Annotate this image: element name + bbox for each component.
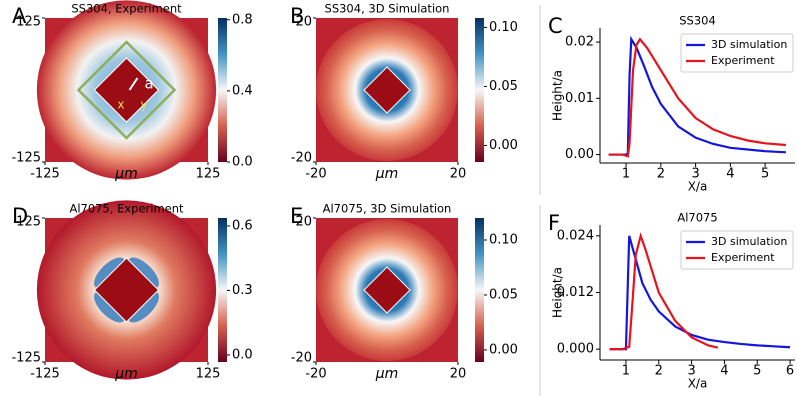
- y-tick-label: 0.02: [565, 35, 594, 50]
- colorbar: [475, 218, 484, 362]
- x-tick-label: 3: [687, 364, 695, 379]
- x-tick-label: -125: [30, 367, 60, 382]
- x-tick-label: 20: [450, 367, 467, 382]
- heatmap-title: Al7075, Experiment: [69, 202, 184, 216]
- y-tick-label: -125: [11, 351, 41, 366]
- panel-label: B: [290, 4, 304, 28]
- panel-label: F: [548, 211, 560, 235]
- x-axis-label: X/a: [688, 180, 708, 194]
- colorbar-tick-label: 0.6: [232, 218, 253, 233]
- measure-outline: [76, 40, 177, 140]
- x-tick-label: 4: [726, 167, 734, 182]
- colorbar-tick-label: 0.05: [489, 79, 518, 94]
- y-tick-label: 20: [295, 215, 312, 230]
- heatmap-title: Al7075, 3D Simulation: [323, 202, 452, 216]
- y-tick-label: 0.01: [565, 91, 594, 106]
- legend-label: Experiment: [711, 54, 775, 67]
- x-tick-label: 1: [622, 167, 630, 182]
- annotation: a: [145, 75, 154, 93]
- colorbar-tick-label: 0.0: [232, 155, 253, 170]
- colorbar-tick-label: 0.10: [489, 232, 518, 247]
- y-tick-label: 0.00: [565, 147, 594, 162]
- line-series: [609, 235, 791, 351]
- y-axis-label: Height/a: [551, 70, 565, 121]
- x-axis-label: μm: [114, 166, 138, 182]
- colorbar: [475, 18, 484, 162]
- x-tick-label: 2: [657, 167, 665, 182]
- y-tick-label: 125: [16, 15, 41, 30]
- heatmap-title: SS304, Experiment: [71, 2, 182, 16]
- x-tick-label: 3: [691, 167, 699, 182]
- y-tick-label: 125: [16, 215, 41, 230]
- arrow: [128, 77, 139, 91]
- colorbar-tick-label: 0.10: [489, 20, 518, 35]
- heatmap-title: SS304, 3D Simulation: [325, 2, 450, 16]
- indent: [363, 66, 411, 114]
- annotation: y: [141, 98, 148, 112]
- x-axis-label: μm: [114, 366, 138, 382]
- legend-box: [680, 33, 794, 73]
- heatmap-lobe: [94, 257, 126, 289]
- annotation: x: [117, 98, 124, 112]
- x-tick-label: 20: [450, 167, 467, 182]
- y-tick-label: 0.012: [557, 285, 594, 300]
- x-tick-label: 125: [196, 367, 221, 382]
- x-tick-label: 5: [753, 364, 761, 379]
- legend-label: Experiment: [711, 251, 775, 264]
- y-tick-label: -20: [291, 151, 312, 166]
- legend-label: 3D simulation: [711, 38, 787, 51]
- y-axis-label: Height/a: [551, 267, 565, 318]
- x-tick-label: -125: [30, 167, 60, 182]
- y-tick-label: 0.000: [557, 342, 594, 357]
- colorbar-tick-label: 0.00: [489, 342, 518, 357]
- x-axis-label: X/a: [688, 377, 708, 391]
- panel-label: D: [12, 204, 28, 228]
- legend-box: [680, 230, 794, 270]
- chart-title: Al7075: [677, 211, 717, 225]
- x-tick-label: -20: [305, 367, 326, 382]
- x-tick-label: 5: [761, 167, 769, 182]
- heatmap-lobe: [127, 257, 159, 289]
- line-series: [608, 37, 787, 158]
- legend-label: 3D simulation: [711, 235, 787, 248]
- indent: [363, 266, 411, 314]
- colorbar-tick-label: 0.8: [232, 12, 253, 27]
- y-tick-label: -20: [291, 351, 312, 366]
- line-series: [609, 232, 719, 351]
- colorbar: [218, 18, 227, 162]
- colorbar-tick-label: 0.4: [232, 83, 253, 98]
- panel-label: A: [12, 4, 27, 28]
- chart-title: SS304: [679, 14, 716, 28]
- indent: [93, 257, 160, 323]
- x-tick-label: 6: [786, 364, 794, 379]
- y-tick-label: 20: [295, 15, 312, 30]
- heatmap-lobe: [94, 291, 126, 323]
- panel-label: E: [290, 204, 303, 228]
- colorbar-tick-label: 0.00: [489, 138, 518, 153]
- x-axis-label: μm: [375, 366, 399, 382]
- y-tick-label: 0.024: [557, 228, 594, 243]
- x-tick-label: 2: [655, 364, 663, 379]
- x-tick-label: -20: [305, 167, 326, 182]
- x-tick-label: 1: [622, 364, 630, 379]
- y-tick-label: -125: [11, 151, 41, 166]
- colorbar-tick-label: 0.3: [232, 283, 253, 298]
- colorbar: [218, 218, 227, 362]
- indent: [93, 57, 160, 123]
- panel-label: C: [548, 14, 563, 38]
- heatmap-lobe: [127, 291, 159, 323]
- colorbar-tick-label: 0.05: [489, 287, 518, 302]
- x-axis-label: μm: [375, 166, 399, 182]
- x-tick-label: 4: [720, 364, 728, 379]
- colorbar-tick-label: 0.0: [232, 347, 253, 362]
- x-tick-label: 125: [196, 167, 221, 182]
